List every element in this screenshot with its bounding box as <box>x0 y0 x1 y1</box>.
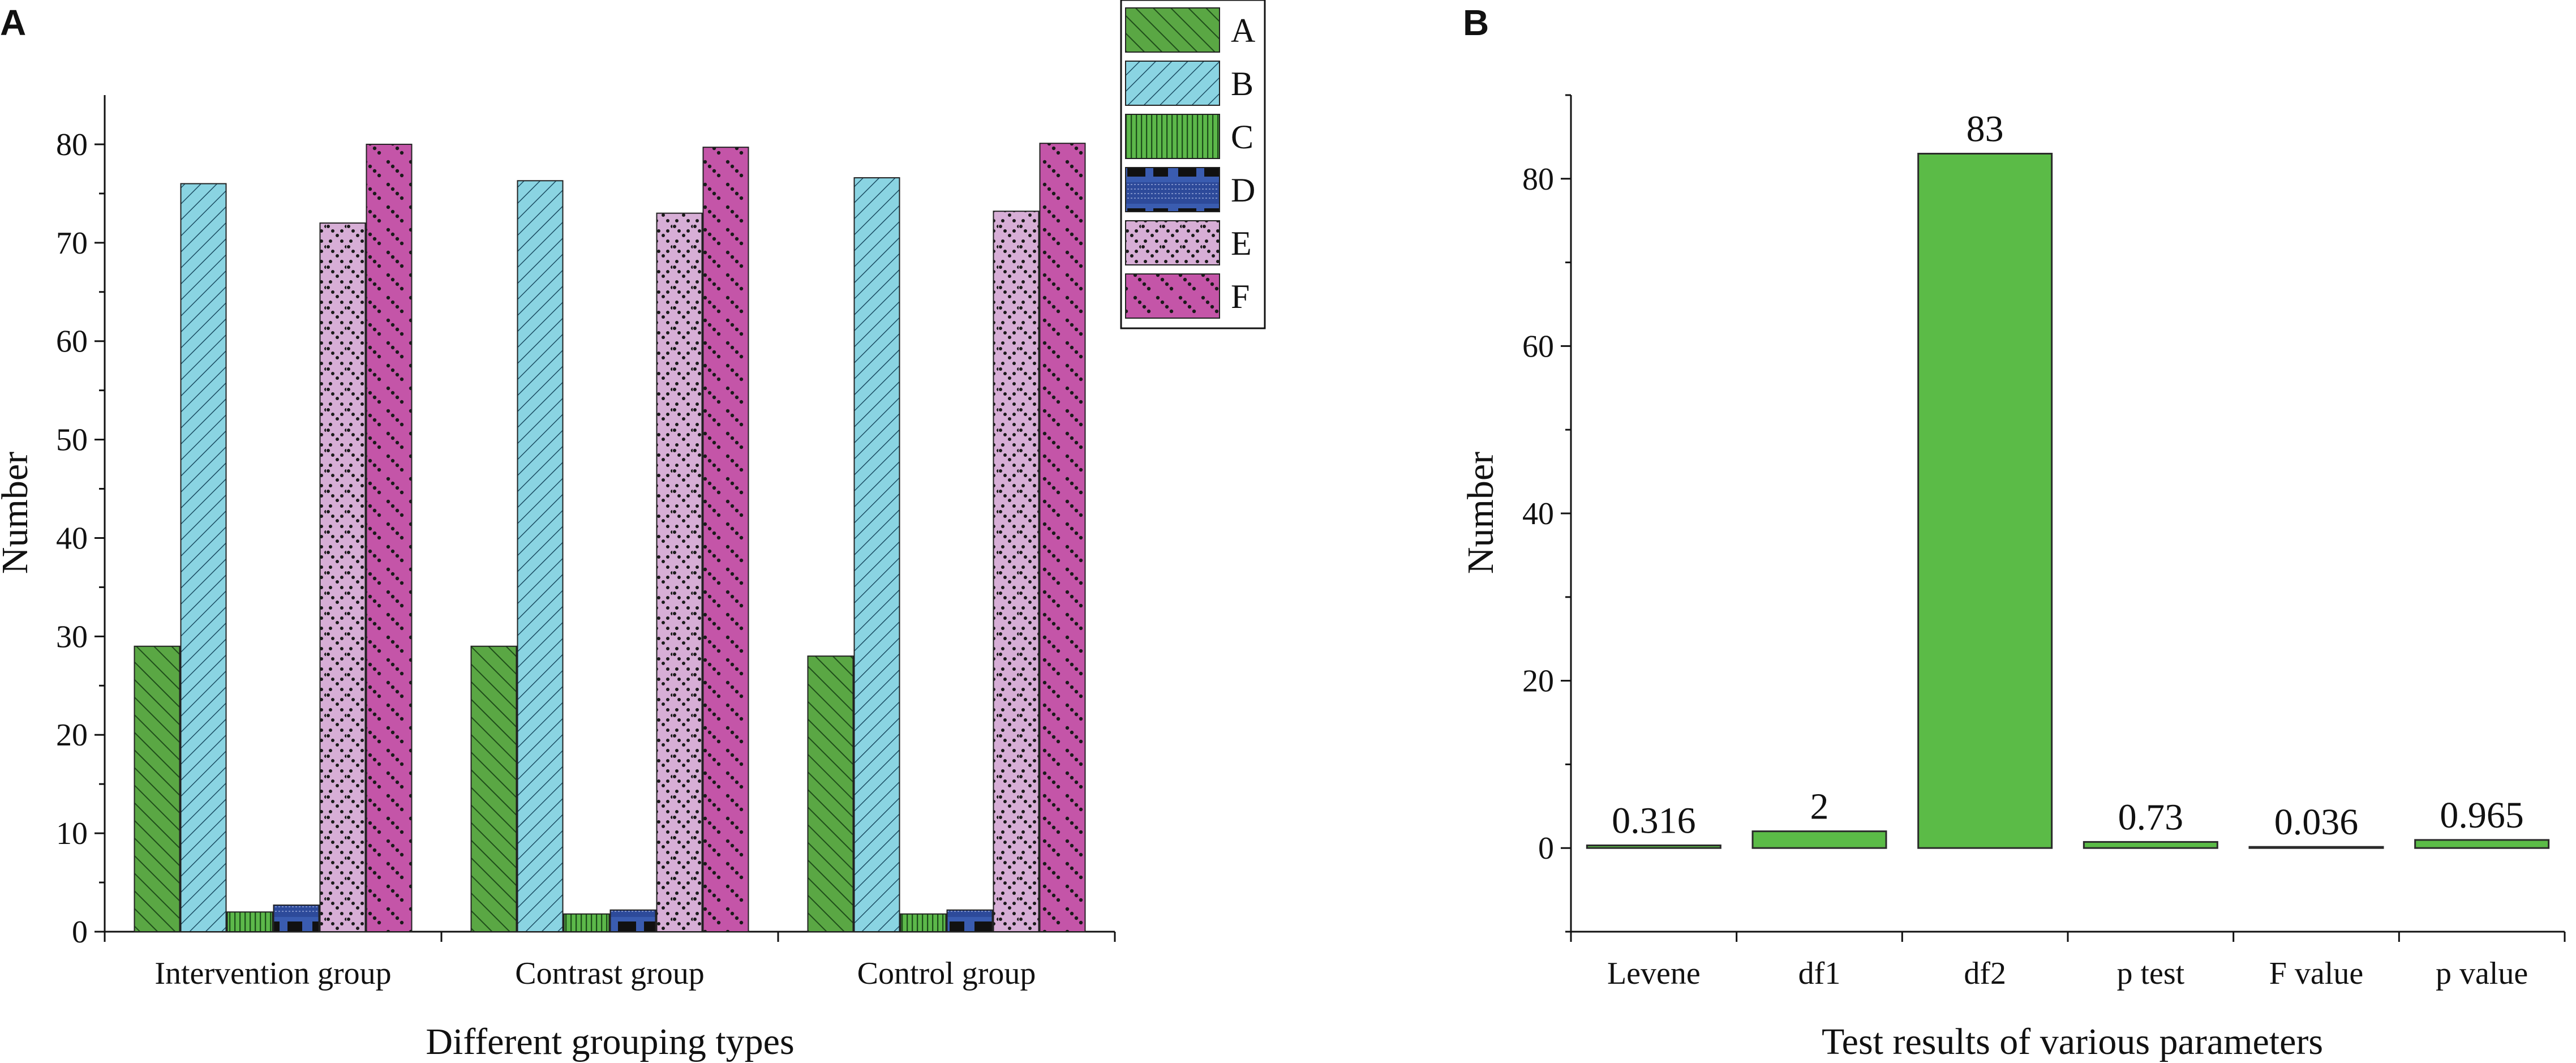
panel-a-y-tick-label: 80 <box>56 127 88 162</box>
panel-a-bar-d <box>946 909 993 932</box>
panel-b-bar <box>2083 841 2218 849</box>
panel-b-x-axis-label: Test results of various parameters <box>1822 1021 2323 1062</box>
panel-b-category-label: p test <box>2116 956 2184 991</box>
panel-b-y-tick-label: 80 <box>1522 162 1554 197</box>
panel-a-letter: A <box>0 2 26 43</box>
panel-a-bar-c <box>563 913 610 932</box>
panel-b-y-tick-label: 60 <box>1522 329 1554 364</box>
panel-a-bar-f <box>366 143 413 933</box>
panel-a-bar-a <box>134 645 181 933</box>
panel-a-bar-a <box>807 655 854 932</box>
panel-a-y-tick-label: 20 <box>56 718 88 753</box>
panel-b-data-label: 2 <box>1810 786 1829 828</box>
panel-a-y-tick-label: 30 <box>56 619 88 654</box>
panel-a-y-tick-label: 0 <box>72 915 88 950</box>
panel-b-y-tick-label: 40 <box>1522 496 1554 532</box>
panel-b-bar <box>2248 846 2384 849</box>
panel-b-category-label: Levene <box>1607 956 1701 991</box>
panel-a-category-label: Contrast group <box>515 956 704 991</box>
panel-a-category-label: Intervention group <box>154 956 391 991</box>
panel-a-bar-b <box>180 183 227 932</box>
legend-swatch-e <box>1125 220 1220 265</box>
legend-swatch-d <box>1125 167 1220 212</box>
legend-swatch-a <box>1125 7 1220 53</box>
panel-a-bar-e <box>319 222 366 932</box>
panel-a-bar-c <box>900 913 947 932</box>
panel-a-bar-d <box>609 909 656 932</box>
panel-b-bar <box>1751 830 1887 849</box>
panel-a-category-label: Control group <box>857 956 1036 991</box>
panel-a-bar-f <box>1039 143 1086 932</box>
panel-b-data-label: 0.036 <box>2274 801 2359 843</box>
panel-b-category-label: df1 <box>1798 956 1841 991</box>
panel-b-letter: B <box>1463 2 1489 43</box>
legend-label-a: A <box>1231 12 1255 49</box>
panel-a-bar-b <box>517 180 564 933</box>
panel-b-y-tick-label: 20 <box>1522 664 1554 699</box>
panel-b-y-axis-label: Number <box>1460 452 1501 574</box>
panel-b-data-label: 0.316 <box>1612 800 1696 842</box>
panel-b-category-label: df2 <box>1964 956 2006 991</box>
panel-a-y-tick-label: 10 <box>56 816 88 851</box>
panel-a-bar-c <box>226 911 273 932</box>
legend-label-c: C <box>1231 118 1253 156</box>
legend-swatch-b <box>1125 61 1220 106</box>
panel-a-y-tick-label: 50 <box>56 423 88 458</box>
panel-b-bar <box>1917 152 2053 849</box>
panel-b-category-label: F value <box>2269 956 2363 991</box>
panel-a-y-axis-label: Number <box>0 452 36 574</box>
panel-a-chart: 0 10 20 30 40 50 60 70 80 Intervention group Cont… <box>0 0 1266 1062</box>
panel-a-bar-d <box>273 905 320 932</box>
panel-a-bar-e <box>993 211 1040 933</box>
panel-b-bar <box>2414 839 2550 849</box>
panel-a-bar-f <box>702 147 749 933</box>
legend-label-d: D <box>1231 172 1255 209</box>
panel-b-chart: 0 20 40 60 80 Levene df1 df2 p test F value p val… <box>1460 94 2566 1062</box>
panel-a-y-tick-label: 70 <box>56 226 88 261</box>
panel-b-data-label: 0.73 <box>2118 796 2184 838</box>
panel-a-bar-b <box>853 177 900 933</box>
legend-label-b: B <box>1231 65 1253 102</box>
panel-a-y-tick-label: 60 <box>56 324 88 359</box>
panel-b-data-label: 0.965 <box>2440 795 2524 836</box>
legend-swatch-f <box>1125 273 1220 319</box>
legend-label-e: E <box>1231 225 1252 262</box>
legend-label-f: F <box>1231 278 1250 315</box>
panel-b-data-label: 83 <box>1967 108 2004 149</box>
panel-a-bar-a <box>470 645 517 933</box>
legend-swatch-c <box>1125 114 1220 159</box>
panel-b-category-label: p value <box>2436 956 2528 991</box>
panel-a-bar-e <box>656 212 703 932</box>
panel-b-bar <box>1586 845 1721 849</box>
panel-a-x-axis-label: Different grouping types <box>426 1021 794 1062</box>
panel-b-y-tick-label: 0 <box>1538 831 1554 866</box>
panel-a-y-tick-label: 40 <box>56 521 88 556</box>
